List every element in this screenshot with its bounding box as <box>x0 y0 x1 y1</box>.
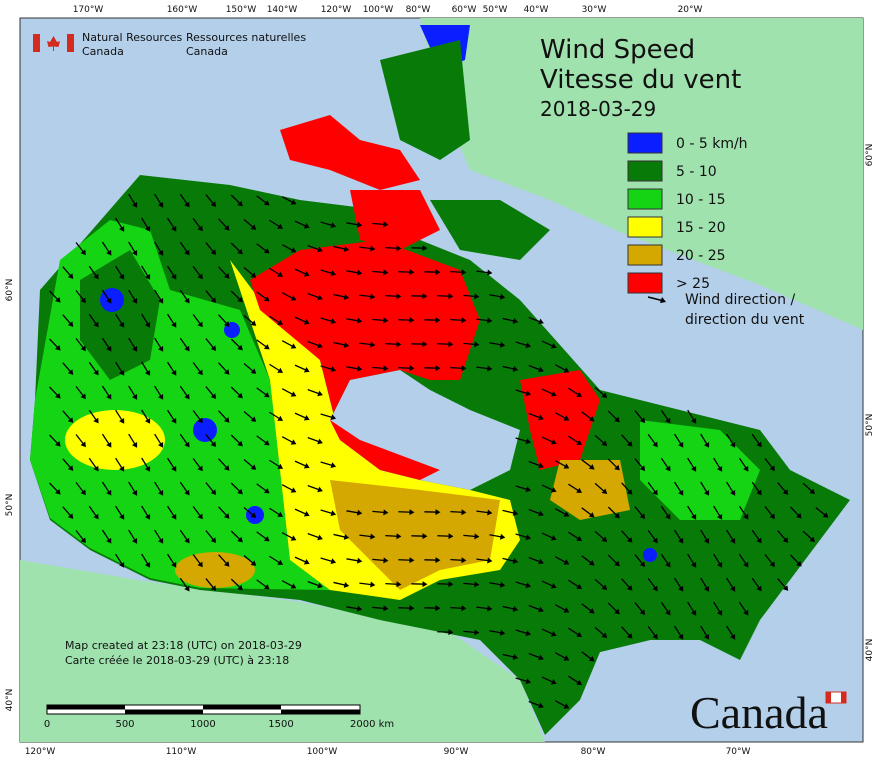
legend-label: > 25 <box>676 276 710 292</box>
lon-label: 110°W <box>166 747 197 757</box>
lon-label: 20°W <box>678 5 703 15</box>
wordmark: Canada <box>690 687 828 738</box>
date: 2018-03-29 <box>540 97 656 121</box>
calm-spot <box>193 418 217 442</box>
lat-label: 40°N <box>865 639 875 662</box>
lon-label: 140°W <box>267 5 298 15</box>
lon-label: 40°W <box>524 5 549 15</box>
lon-label: 80°W <box>581 747 606 757</box>
legend-swatch <box>628 245 662 265</box>
lon-label: 90°W <box>444 747 469 757</box>
lon-label: 160°W <box>167 5 198 15</box>
wordmark-flag <box>826 692 831 703</box>
lon-label: 50°W <box>483 5 508 15</box>
lon-label: 30°W <box>582 5 607 15</box>
lon-label: 120°W <box>321 5 352 15</box>
lat-label: 50°N <box>865 414 875 437</box>
legend-swatch <box>628 189 662 209</box>
lat-label: 60°N <box>865 144 875 167</box>
direction-label: direction du vent <box>685 312 805 328</box>
scale-label: 1000 <box>190 719 215 730</box>
lon-label: 80°W <box>406 5 431 15</box>
legend-label: 10 - 15 <box>676 192 726 208</box>
scale-label: 1500 <box>268 719 293 730</box>
scale-bar <box>47 705 360 714</box>
footer: Map created at 23:18 (UTC) on 2018-03-29 <box>65 639 302 652</box>
org-en: Natural Resources <box>82 31 183 44</box>
title: Vitesse du vent <box>540 65 741 95</box>
legend-label: 15 - 20 <box>676 220 726 236</box>
calm-spot <box>643 548 657 562</box>
scale-label: 2000 km <box>350 719 394 730</box>
lon-label: 70°W <box>726 747 751 757</box>
lat-label: 50°N <box>5 494 15 517</box>
flag-band <box>67 34 74 52</box>
direction-label: Wind direction / <box>685 292 795 308</box>
org-en: Canada <box>82 45 124 58</box>
south-strong <box>175 552 255 588</box>
legend-label: 5 - 10 <box>676 164 717 180</box>
flag-band <box>33 34 40 52</box>
org-fr: Ressources naturelles <box>186 31 306 44</box>
legend-swatch <box>628 217 662 237</box>
scale-label: 500 <box>115 719 134 730</box>
lon-label: 120°W <box>25 747 56 757</box>
lon-label: 170°W <box>73 5 104 15</box>
legend-swatch <box>628 161 662 181</box>
title: Wind Speed <box>540 35 695 65</box>
scale-label: 0 <box>44 719 50 730</box>
footer: Carte créée le 2018-03-29 (UTC) à 23:18 <box>65 654 289 667</box>
legend-label: 20 - 25 <box>676 248 726 264</box>
legend-swatch <box>628 273 662 293</box>
wordmark-flag <box>841 692 846 703</box>
lon-label: 60°W <box>452 5 477 15</box>
lon-label: 100°W <box>363 5 394 15</box>
legend-label: 0 - 5 km/h <box>676 136 748 152</box>
org-fr: Canada <box>186 45 228 58</box>
legend-swatch <box>628 133 662 153</box>
lon-label: 100°W <box>307 747 338 757</box>
lat-label: 40°N <box>5 689 15 712</box>
lon-label: 150°W <box>226 5 257 15</box>
lat-label: 60°N <box>5 279 15 302</box>
